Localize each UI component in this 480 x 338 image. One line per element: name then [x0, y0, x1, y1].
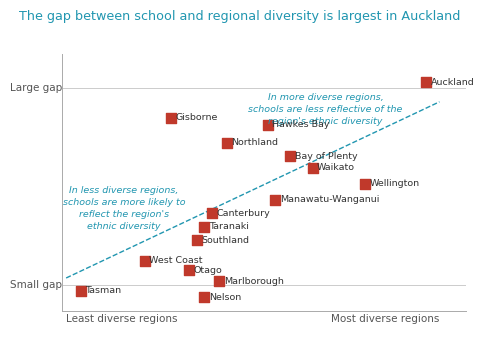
Text: Tasman: Tasman: [85, 286, 121, 295]
Text: Northland: Northland: [231, 138, 278, 147]
Point: [361, 181, 369, 186]
Text: Southland: Southland: [201, 236, 249, 245]
Point: [193, 238, 201, 243]
Point: [201, 295, 208, 300]
Text: Small gap: Small gap: [11, 280, 62, 290]
Text: In less diverse regions,
schools are more likely to
reflect the region's
ethnic : In less diverse regions, schools are mor…: [63, 187, 185, 231]
Text: Otago: Otago: [194, 266, 223, 274]
Text: Taranaki: Taranaki: [209, 222, 249, 231]
Text: Bay of Plenty: Bay of Plenty: [295, 152, 357, 161]
Text: Auckland: Auckland: [431, 78, 475, 87]
Text: Large gap: Large gap: [10, 83, 62, 93]
Point: [208, 211, 216, 216]
Text: Canterbury: Canterbury: [216, 209, 270, 218]
Text: Marlborough: Marlborough: [224, 277, 284, 286]
Text: West Coast: West Coast: [149, 257, 203, 265]
Text: The gap between school and regional diversity is largest in Auckland: The gap between school and regional dive…: [19, 10, 461, 23]
Text: Hawkes Bay: Hawkes Bay: [272, 120, 330, 129]
Point: [77, 288, 85, 293]
Text: Most diverse regions: Most diverse regions: [331, 314, 440, 324]
Point: [223, 140, 230, 145]
Text: Least diverse regions: Least diverse regions: [66, 314, 178, 324]
Point: [264, 122, 272, 127]
Point: [271, 197, 279, 202]
Text: Gisborne: Gisborne: [175, 113, 217, 122]
Point: [309, 165, 316, 170]
Point: [185, 267, 193, 273]
Text: Nelson: Nelson: [209, 293, 241, 302]
Text: In more diverse regions,
schools are less reflective of the
region's ethnic dive: In more diverse regions, schools are les…: [249, 94, 403, 126]
Point: [216, 279, 223, 284]
Point: [201, 224, 208, 230]
Text: Manawatu-Wanganui: Manawatu-Wanganui: [280, 195, 379, 204]
Point: [422, 80, 430, 85]
Point: [167, 115, 175, 120]
Point: [141, 258, 148, 264]
Text: Waikato: Waikato: [317, 163, 355, 172]
Point: [286, 154, 294, 159]
Text: Wellington: Wellington: [369, 179, 420, 188]
